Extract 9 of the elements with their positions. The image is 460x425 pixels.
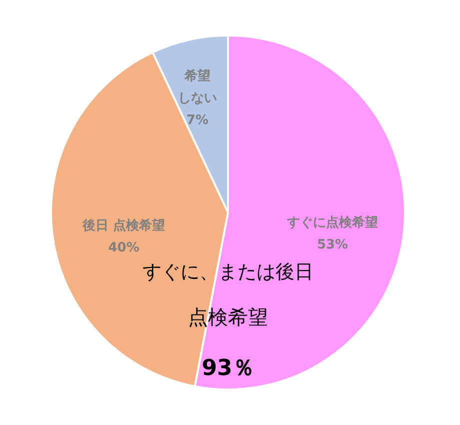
slice-label: すぐに点検希望 [286, 214, 378, 230]
text: 点検希望 [188, 305, 268, 329]
slice-label: 後日 点検希望 [82, 218, 166, 234]
data-label: 7% [186, 112, 208, 128]
slice-label: 希望しない [178, 68, 217, 106]
text: 93％ [202, 356, 254, 381]
data-label: 53% [316, 237, 348, 252]
text: すぐに、または後日 [142, 261, 314, 283]
data-label: 40% [108, 240, 140, 256]
